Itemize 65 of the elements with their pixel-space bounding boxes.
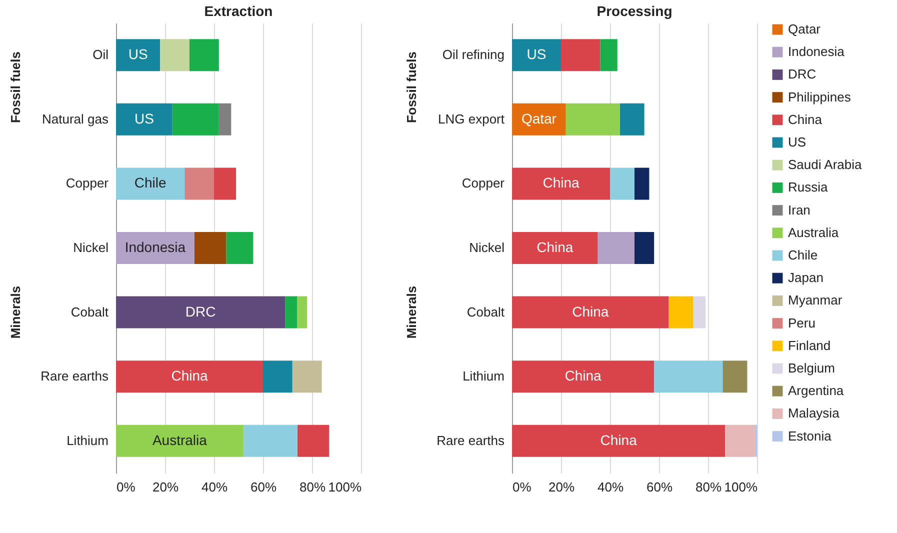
annotation: Qatar [521, 110, 557, 126]
y-tick-label: Cobalt [70, 304, 109, 320]
x-tick-label: 100% [724, 480, 758, 494]
x-tick-label: 40% [201, 480, 228, 494]
y-tick-label: Nickel [469, 240, 505, 255]
annotation: US [128, 46, 148, 62]
annotation: DRC [185, 303, 216, 320]
annotation: Indonesia [124, 239, 186, 255]
annotation: US [526, 46, 546, 62]
y-tick-label: Cobalt [466, 304, 505, 320]
y-tick-label: Oil [92, 47, 109, 62]
legend-label: Peru [788, 315, 816, 330]
chart-title: Extraction [204, 3, 273, 19]
legend-label: Estonia [788, 428, 832, 444]
legend-label: Belgium [788, 360, 835, 376]
legend-label: Argentina [788, 383, 844, 398]
y-tick-label: Lithium [66, 432, 108, 448]
legend-label: Qatar [788, 22, 822, 36]
annotation: China [600, 432, 638, 448]
y-tick-label: Nickel [73, 240, 109, 255]
legend-label: Myanmar [788, 292, 843, 308]
legend-label: Malaysia [788, 406, 840, 421]
y-tick-label: Rare earths [40, 368, 109, 384]
text: Minerals [404, 286, 419, 339]
annotation: China [542, 174, 580, 191]
text: Fossil fuels [404, 52, 419, 124]
annotation: China [572, 303, 609, 320]
y-tick-label: Copper [66, 176, 110, 191]
legend-label: Chile [788, 248, 818, 262]
legend-label: Australia [788, 224, 840, 240]
x-tick-label: 0% [116, 480, 136, 494]
legend-label: Iran [788, 202, 810, 218]
x-tick-label: 20% [548, 480, 575, 494]
annotation: China [536, 239, 574, 255]
x-tick-label: 20% [152, 480, 179, 494]
legend-label: Indonesia [788, 44, 846, 60]
x-tick-label: 60% [646, 480, 673, 494]
y-tick-label: Rare earths [436, 432, 505, 448]
y-tick-label: LNG export [438, 111, 505, 126]
x-tick-label: 80% [695, 480, 722, 494]
annotation: Chile [134, 174, 166, 191]
text: Fossil fuels [8, 52, 23, 124]
x-tick-label: 0% [512, 480, 532, 494]
annotation: US [134, 110, 154, 126]
y-tick-label: Copper [462, 176, 506, 191]
annotation: China [564, 368, 602, 384]
legend-label: Russia [788, 180, 829, 195]
legend-label: Japan [788, 270, 824, 286]
text: Minerals [8, 286, 23, 339]
x-tick-label: 60% [250, 480, 277, 494]
x-tick-label: 40% [597, 480, 624, 494]
legend-label: DRC [788, 66, 816, 82]
legend-label: US [788, 134, 806, 150]
x-tick-label: 80% [299, 480, 326, 494]
y-tick-label: Natural gas [42, 111, 109, 126]
legend-label: Saudi Arabia [788, 157, 862, 172]
legend-label: Finland [788, 338, 831, 353]
legend-label: Philippines [788, 89, 852, 104]
legend-label: China [788, 112, 823, 127]
chart-title: Processing [596, 3, 672, 19]
y-tick-label: Oil refining [442, 47, 504, 62]
annotation: Australia [152, 432, 208, 448]
y-tick-label: Lithium [462, 368, 504, 384]
x-tick-label: 100% [328, 480, 362, 494]
annotation: China [171, 368, 208, 384]
